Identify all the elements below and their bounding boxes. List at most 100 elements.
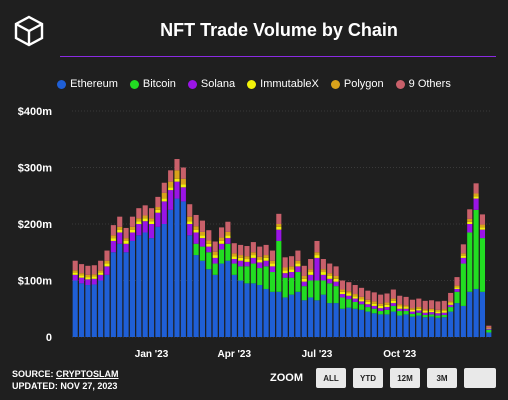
bar-segment-immutablex[interactable] [467, 221, 473, 224]
bar-segment-bitcoin[interactable] [403, 311, 409, 315]
bar-segment-bitcoin[interactable] [352, 301, 358, 309]
bar-segment-9-others[interactable] [327, 263, 333, 274]
bar-segment-9-others[interactable] [110, 225, 116, 236]
bar-segment-immutablex[interactable] [378, 305, 384, 309]
bar-segment-polygon[interactable] [359, 296, 365, 300]
bar-segment-ethereum[interactable] [479, 291, 485, 337]
bar-segment-ethereum[interactable] [117, 243, 123, 337]
bar-segment-polygon[interactable] [403, 305, 409, 308]
bar-segment-9-others[interactable] [333, 266, 339, 276]
bar-segment-solana[interactable] [390, 303, 396, 306]
bar-segment-9-others[interactable] [123, 227, 129, 239]
bar-segment-bitcoin[interactable] [314, 280, 320, 301]
bar-segment-ethereum[interactable] [454, 303, 460, 337]
bar-segment-solana[interactable] [110, 240, 116, 253]
bar-segment-ethereum[interactable] [327, 303, 333, 337]
bar-segment-polygon[interactable] [85, 274, 91, 278]
bar-segment-ethereum[interactable] [359, 309, 365, 337]
bar-segment-polygon[interactable] [473, 193, 479, 197]
bar-segment-ethereum[interactable] [193, 255, 199, 337]
bar-segment-bitcoin[interactable] [467, 232, 473, 292]
bar-segment-bitcoin[interactable] [231, 263, 237, 275]
bar-segment-9-others[interactable] [467, 209, 473, 219]
bar-segment-bitcoin[interactable] [409, 313, 415, 317]
bar-segment-9-others[interactable] [276, 213, 282, 224]
bar-segment-immutablex[interactable] [346, 293, 352, 296]
bar-segment-bitcoin[interactable] [320, 280, 326, 295]
bar-segment-solana[interactable] [142, 221, 148, 233]
bar-segment-9-others[interactable] [320, 259, 326, 270]
bar-segment-ethereum[interactable] [486, 332, 492, 337]
bar-segment-ethereum[interactable] [378, 314, 384, 337]
bar-segment-immutablex[interactable] [320, 272, 326, 275]
bar-segment-polygon[interactable] [365, 299, 371, 302]
bar-segment-ethereum[interactable] [429, 316, 435, 337]
bar-segment-polygon[interactable] [454, 285, 460, 288]
bar-segment-immutablex[interactable] [168, 187, 174, 191]
bar-segment-immutablex[interactable] [155, 209, 161, 213]
bar-segment-9-others[interactable] [161, 182, 167, 193]
bar-segment-bitcoin[interactable] [397, 311, 403, 316]
bar-segment-immutablex[interactable] [327, 275, 333, 279]
bar-segment-solana[interactable] [429, 312, 435, 315]
bar-segment-solana[interactable] [257, 262, 263, 269]
bar-segment-solana[interactable] [238, 260, 244, 267]
bar-segment-solana[interactable] [85, 279, 91, 286]
bar-segment-solana[interactable] [129, 232, 135, 241]
bar-segment-polygon[interactable] [180, 178, 186, 185]
bar-segment-ethereum[interactable] [416, 315, 422, 337]
bar-segment-solana[interactable] [104, 266, 110, 275]
bar-segment-bitcoin[interactable] [441, 314, 447, 318]
bar-segment-solana[interactable] [269, 266, 275, 273]
bar-segment-bitcoin[interactable] [479, 238, 485, 292]
bar-segment-immutablex[interactable] [276, 226, 282, 230]
bar-segment-solana[interactable] [346, 295, 352, 300]
bar-segment-ethereum[interactable] [212, 274, 218, 337]
bar-segment-polygon[interactable] [244, 256, 250, 260]
bar-segment-ethereum[interactable] [238, 280, 244, 338]
bar-segment-polygon[interactable] [174, 170, 180, 179]
bar-segment-immutablex[interactable] [282, 270, 288, 274]
bar-segment-immutablex[interactable] [225, 235, 231, 239]
bar-segment-ethereum[interactable] [244, 283, 250, 337]
bar-segment-polygon[interactable] [219, 237, 225, 241]
bar-segment-polygon[interactable] [79, 273, 85, 276]
bar-segment-polygon[interactable] [346, 291, 352, 294]
bar-segment-immutablex[interactable] [72, 272, 78, 275]
bar-segment-solana[interactable] [231, 259, 237, 264]
bar-segment-immutablex[interactable] [289, 269, 295, 273]
bar-segment-solana[interactable] [168, 190, 174, 210]
zoom-custom-button[interactable] [464, 368, 496, 388]
bar-segment-9-others[interactable] [460, 244, 466, 254]
bar-segment-immutablex[interactable] [371, 303, 377, 306]
bar-segment-bitcoin[interactable] [429, 314, 435, 317]
bar-segment-ethereum[interactable] [91, 284, 97, 337]
bar-segment-9-others[interactable] [339, 280, 345, 290]
bar-segment-solana[interactable] [219, 243, 225, 250]
bar-segment-9-others[interactable] [390, 289, 396, 299]
bar-segment-9-others[interactable] [117, 216, 123, 227]
bar-segment-ethereum[interactable] [250, 283, 256, 337]
bar-segment-9-others[interactable] [422, 300, 428, 310]
bar-segment-solana[interactable] [422, 312, 428, 315]
bar-segment-bitcoin[interactable] [250, 263, 256, 284]
bar-segment-solana[interactable] [199, 238, 205, 247]
bar-segment-solana[interactable] [161, 201, 167, 224]
bar-segment-polygon[interactable] [397, 304, 403, 307]
bar-segment-polygon[interactable] [91, 274, 97, 277]
bar-segment-9-others[interactable] [244, 246, 250, 257]
bar-segment-immutablex[interactable] [416, 308, 422, 311]
bar-segment-immutablex[interactable] [129, 229, 135, 233]
bar-segment-immutablex[interactable] [238, 257, 244, 261]
bar-segment-9-others[interactable] [308, 259, 314, 270]
bar-segment-9-others[interactable] [435, 301, 441, 310]
bar-segment-polygon[interactable] [269, 260, 275, 264]
bar-segment-9-others[interactable] [403, 296, 409, 306]
bar-segment-immutablex[interactable] [142, 218, 148, 222]
bar-segment-ethereum[interactable] [397, 315, 403, 337]
bar-segment-9-others[interactable] [174, 159, 180, 171]
bar-segment-ethereum[interactable] [142, 232, 148, 337]
bar-segment-polygon[interactable] [142, 215, 148, 219]
bar-segment-9-others[interactable] [371, 292, 377, 302]
bar-segment-polygon[interactable] [231, 253, 237, 257]
